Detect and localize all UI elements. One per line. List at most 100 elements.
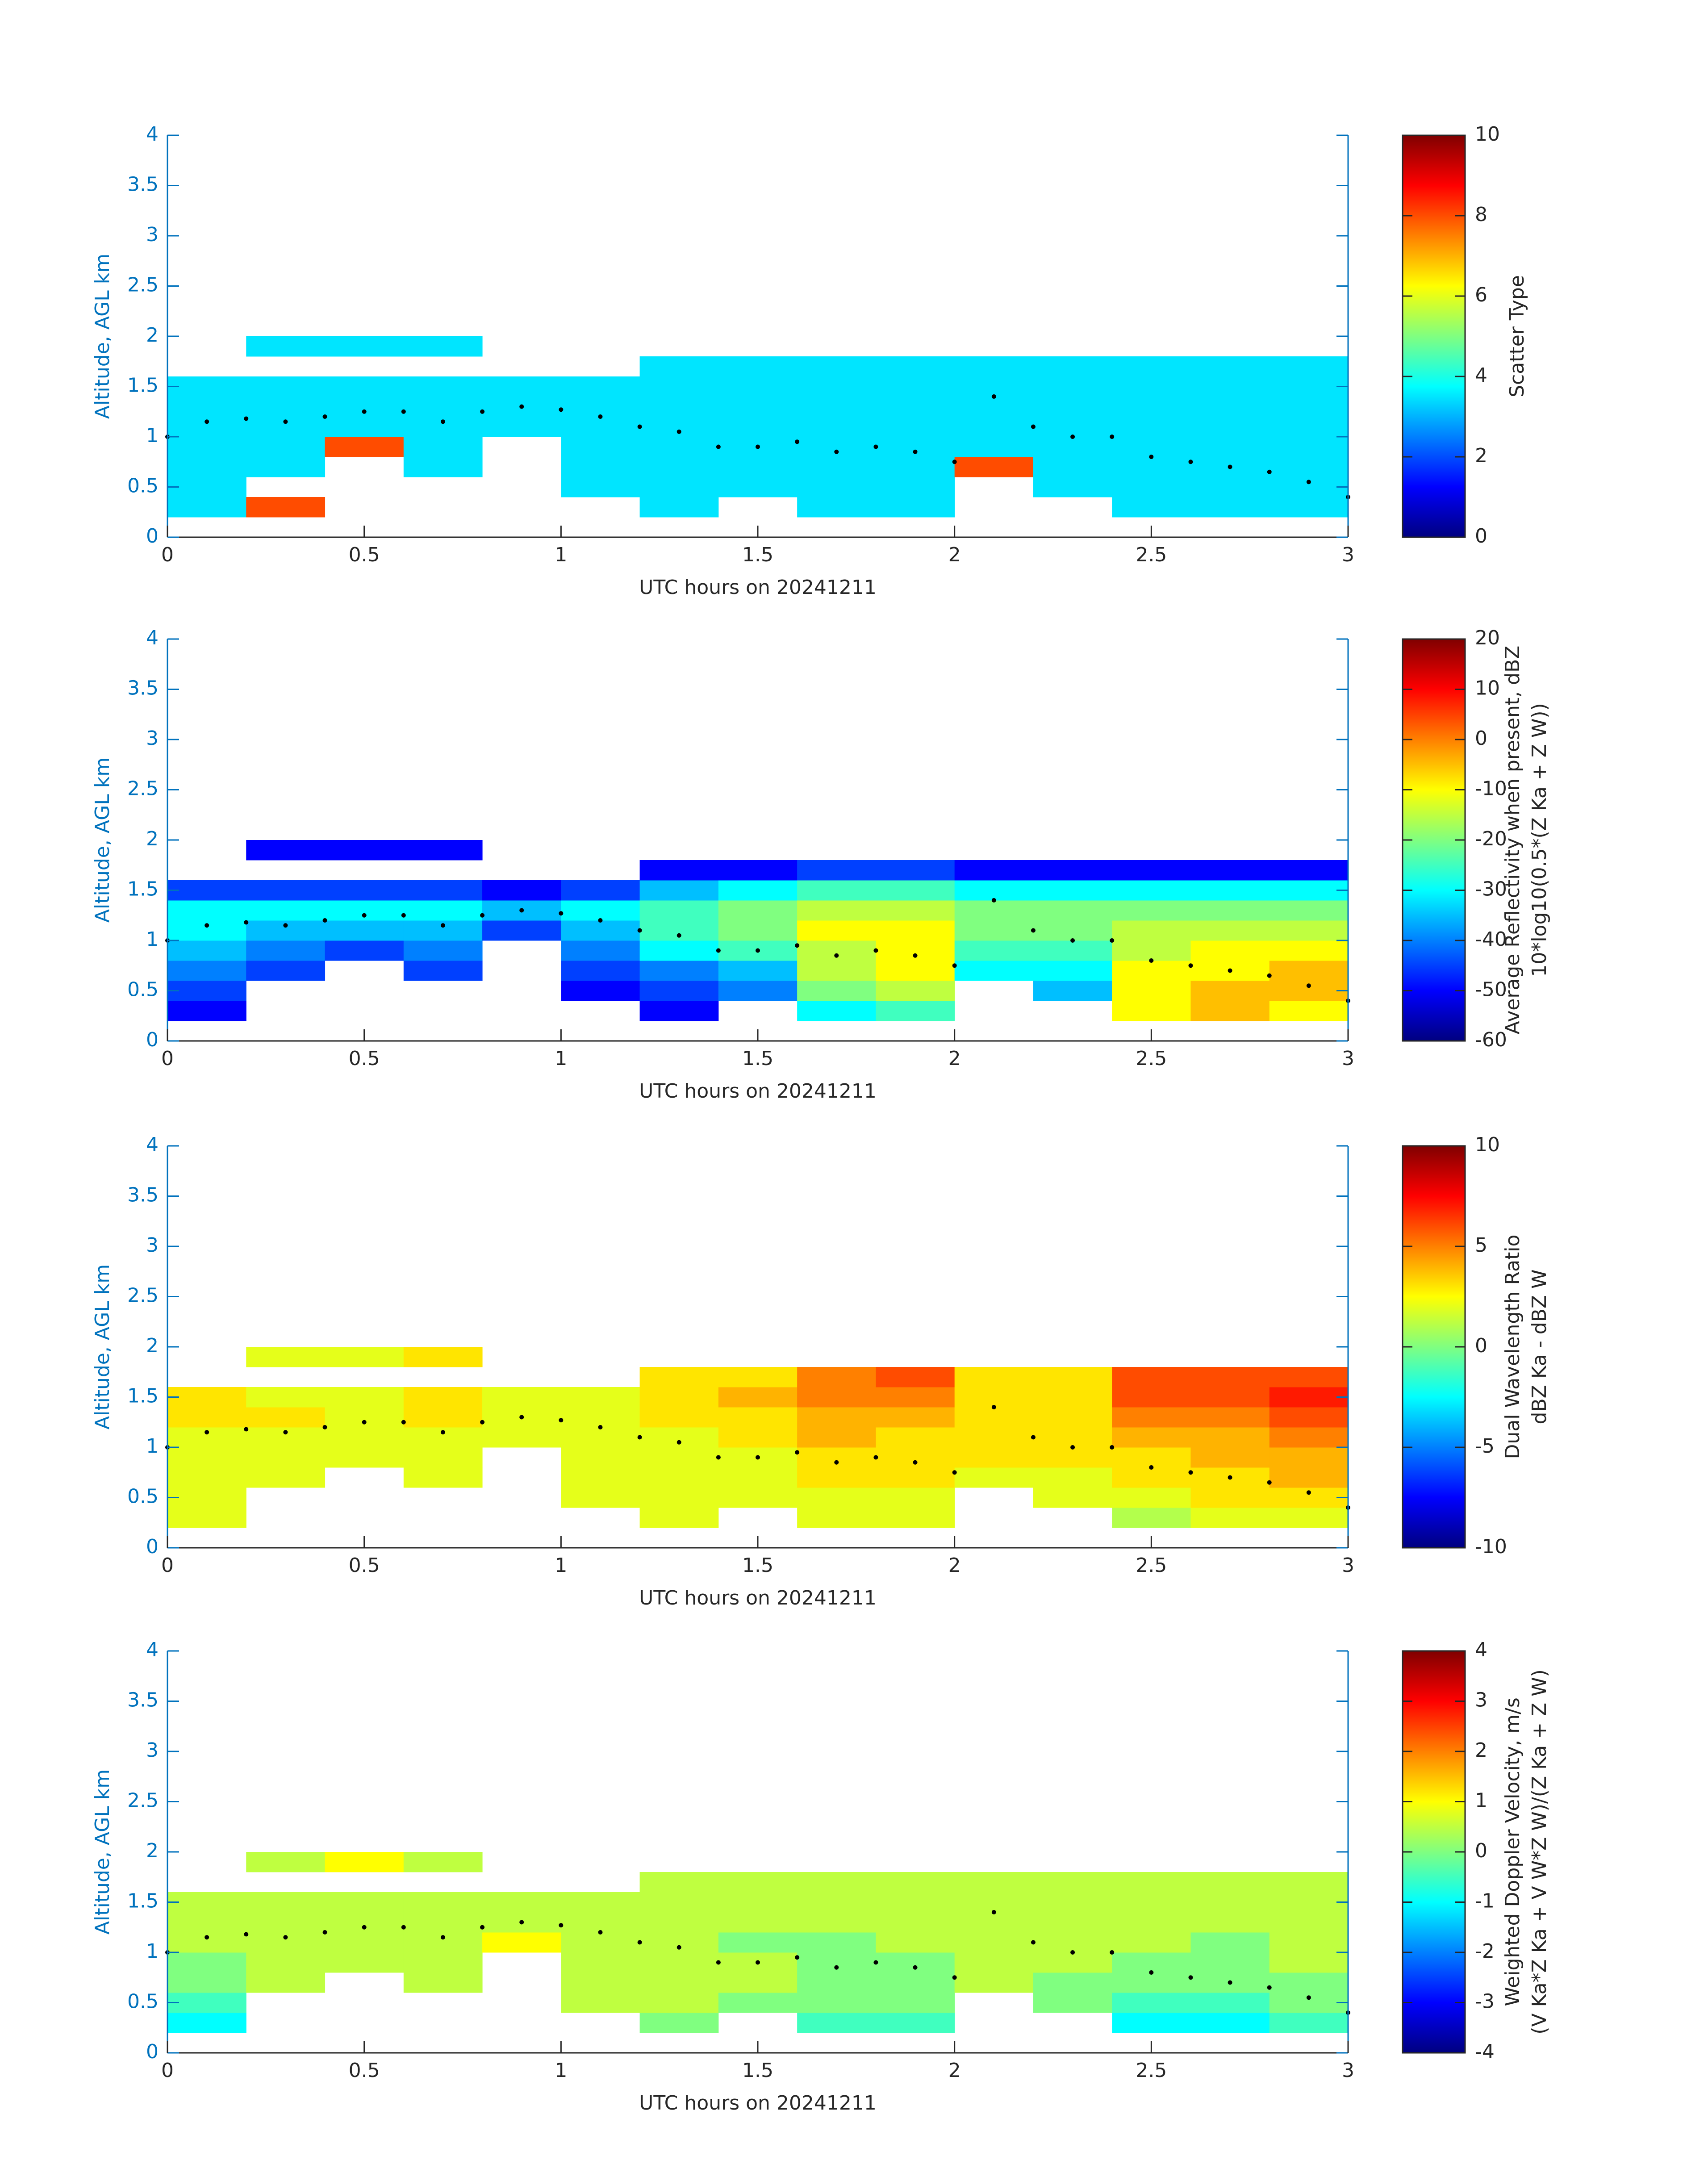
y-tick-label: 2 xyxy=(146,827,159,850)
heatmap-cell xyxy=(639,1892,719,1913)
heatmap-cell xyxy=(1269,961,1349,981)
overlay-dot xyxy=(873,948,878,953)
heatmap-cell xyxy=(1033,940,1112,961)
y-tick-label: 2.5 xyxy=(127,1284,159,1307)
heatmap-cell xyxy=(718,1932,798,1953)
heatmap-cell xyxy=(1112,397,1191,417)
heatmap-cell xyxy=(246,1952,326,1973)
x-tick-label: 0 xyxy=(161,1047,174,1070)
colorbar-label: Dual Wavelength Ratio xyxy=(1501,1235,1524,1459)
y-tick-label: 0 xyxy=(146,1028,159,1051)
heatmap-cell xyxy=(1033,477,1112,497)
heatmap-cell xyxy=(325,1447,404,1468)
heatmap-cell xyxy=(1269,900,1349,921)
overlay-dot xyxy=(440,419,445,424)
heatmap-cell xyxy=(1112,1447,1191,1468)
heatmap-cell xyxy=(403,900,483,921)
heatmap-cell xyxy=(1190,1001,1270,1021)
heatmap-cell xyxy=(482,880,561,901)
heatmap-cell xyxy=(246,336,326,357)
heatmap-cell xyxy=(403,1407,483,1428)
overlay-dot xyxy=(1149,455,1154,459)
heatmap-cell xyxy=(1190,437,1270,457)
overlay-dot xyxy=(598,1425,603,1429)
heatmap-cell xyxy=(1190,1932,1270,1953)
heatmap-cell xyxy=(797,1892,876,1913)
overlay-dot xyxy=(362,1925,367,1930)
heatmap-cell xyxy=(167,981,246,1001)
x-tick-label: 3 xyxy=(1342,543,1354,566)
heatmap-cell xyxy=(561,417,640,437)
heatmap-cell xyxy=(797,1407,876,1428)
heatmap-cell xyxy=(639,961,719,981)
heatmap-cell xyxy=(1190,356,1270,377)
overlay-dot xyxy=(480,1420,485,1425)
heatmap-cell xyxy=(1190,1508,1270,1528)
y-tick-label: 1 xyxy=(146,1940,159,1963)
overlay-dot xyxy=(1149,1970,1154,1975)
overlay-dot xyxy=(401,409,406,414)
overlay-dot xyxy=(1070,435,1075,439)
y-tick-label: 3 xyxy=(146,223,159,246)
overlay-dot xyxy=(362,913,367,918)
y-tick-label: 0 xyxy=(146,2040,159,2063)
colorbar-tick-label: -2 xyxy=(1475,1940,1495,1963)
x-tick-label: 0.5 xyxy=(349,1554,380,1577)
heatmap-cell xyxy=(797,860,876,881)
y-tick-label: 1.5 xyxy=(127,878,159,901)
heatmap-cell xyxy=(561,900,640,921)
heatmap-cell xyxy=(403,376,483,397)
heatmap-cell xyxy=(1112,1508,1191,1528)
overlay-dot xyxy=(952,1975,957,1980)
heatmap-cell xyxy=(876,397,955,417)
heatmap-cell xyxy=(246,940,326,961)
y-tick-label: 1 xyxy=(146,928,159,951)
heatmap-cell xyxy=(325,1427,404,1448)
heatmap-cell xyxy=(1112,497,1191,518)
y-tick-label: 0 xyxy=(146,525,159,547)
heatmap-cell xyxy=(482,376,561,397)
heatmap-cell xyxy=(246,1447,326,1468)
colorbar-tick-label: -30 xyxy=(1475,878,1507,901)
x-tick-label: 0.5 xyxy=(349,2059,380,2082)
heatmap-cell xyxy=(718,417,798,437)
heatmap-cell xyxy=(718,981,798,1001)
heatmap-cell xyxy=(954,1952,1034,1973)
heatmap-cell xyxy=(954,900,1034,921)
overlay-dot xyxy=(1188,1975,1193,1980)
x-tick-label: 0 xyxy=(161,2059,174,2082)
heatmap-cell xyxy=(876,376,955,397)
heatmap-cell xyxy=(876,1407,955,1428)
heatmap-cell xyxy=(561,1952,640,1973)
heatmap-cell xyxy=(1269,920,1349,941)
heatmap-cell xyxy=(482,1892,561,1913)
overlay-dot xyxy=(401,1925,406,1930)
colorbar-label: 10*log10(0.5*(Z Ka + Z W)) xyxy=(1528,703,1551,977)
heatmap-cell xyxy=(718,1912,798,1933)
heatmap-cell xyxy=(718,1488,798,1508)
heatmap-cell xyxy=(797,1387,876,1408)
heatmap-cell xyxy=(167,1508,246,1528)
heatmap-cell xyxy=(167,900,246,921)
heatmap-cell xyxy=(325,437,404,457)
colorbar-tick-label: 0 xyxy=(1475,1334,1487,1357)
heatmap-cell xyxy=(1112,1001,1191,1021)
heatmap-cell xyxy=(1033,1872,1112,1893)
heatmap-cell xyxy=(876,1001,955,1021)
colorbar-tick-label: -20 xyxy=(1475,827,1507,850)
heatmap-cell xyxy=(639,376,719,397)
heatmap-cell xyxy=(403,880,483,901)
overlay-dot xyxy=(716,444,721,449)
y-tick-label: 4 xyxy=(146,627,159,649)
heatmap-cell xyxy=(954,1912,1034,1933)
overlay-dot xyxy=(519,1415,524,1420)
heatmap-cell xyxy=(1190,1892,1270,1913)
heatmap-cell xyxy=(876,497,955,518)
heatmap-cell xyxy=(1033,1367,1112,1387)
heatmap-cell xyxy=(1033,376,1112,397)
overlay-dot xyxy=(1188,460,1193,464)
heatmap-cell xyxy=(1033,920,1112,941)
overlay-dot xyxy=(283,419,288,424)
heatmap-cell xyxy=(954,1367,1034,1387)
heatmap-cell xyxy=(718,1993,798,2013)
